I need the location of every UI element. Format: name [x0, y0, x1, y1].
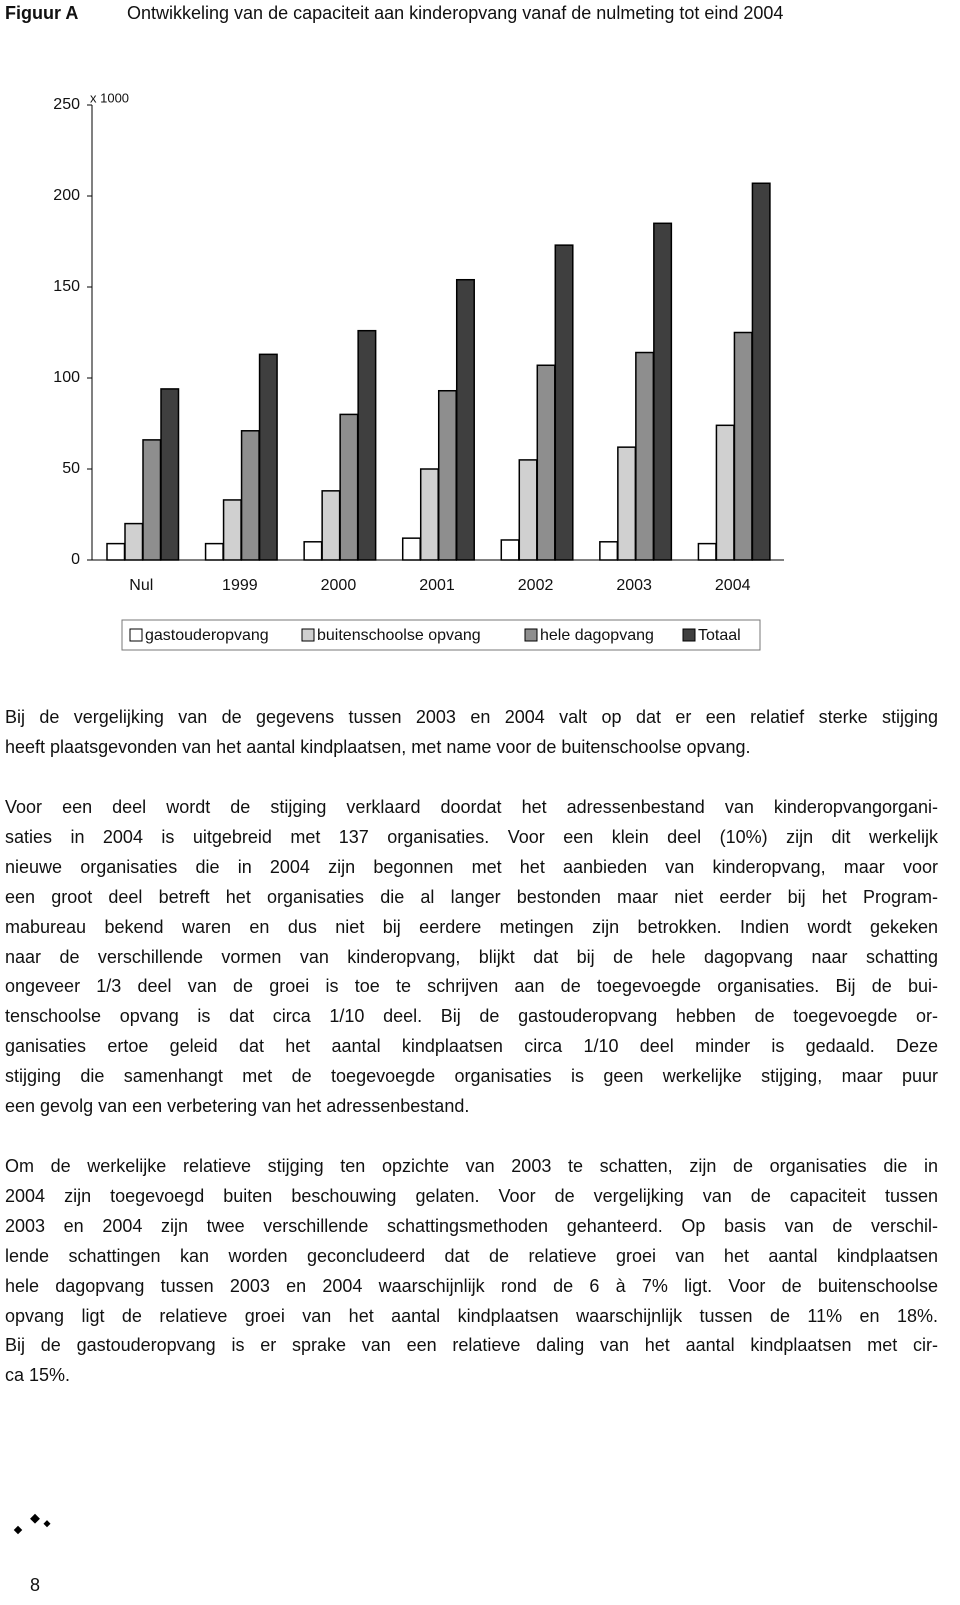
figure-label: Figuur A	[5, 3, 79, 23]
text-line: nieuwe organisaties die in 2004 zijn beg…	[5, 856, 938, 877]
y-tick-label: 200	[53, 187, 80, 204]
legend-label: hele dagopvang	[540, 627, 654, 644]
page-number: 8	[30, 1575, 41, 1595]
y-tick-label: 150	[53, 278, 80, 295]
text-line: ca 15%.	[5, 1365, 71, 1386]
text-line: Bij de gastouderopvang is er sprake van …	[5, 1335, 938, 1356]
legend-box	[121, 619, 761, 651]
legend-label: gastouderopvang	[145, 627, 269, 644]
text-line: ongeveer 1/3 deel van de groei is toe te…	[5, 976, 938, 997]
logo	[13, 1513, 51, 1535]
bar	[455, 278, 475, 561]
x-tick-label: 2003	[616, 577, 652, 594]
bar	[554, 244, 574, 561]
bar	[536, 364, 556, 561]
text-line: mabureau bekend waren en dus niet bij ee…	[5, 916, 938, 937]
bar	[715, 424, 735, 561]
bar	[653, 222, 673, 561]
bar	[401, 537, 421, 561]
text-line: tenschoolse opvang is dat circa 1/10 dee…	[5, 1006, 938, 1027]
x-tick-label: 2002	[518, 577, 554, 594]
text-line: Voor een deel wordt de stijging verklaar…	[5, 797, 938, 817]
bar	[419, 468, 439, 561]
legend-label: buitenschoolse opvang	[317, 627, 481, 644]
figure-title: Ontwikkeling van de capaciteit aan kinde…	[127, 3, 784, 23]
bar	[635, 351, 655, 561]
text-line: 2004 zijn toegevoegd buiten beschouwing …	[5, 1185, 938, 1206]
bar	[437, 389, 457, 561]
text-line: opvang ligt de relatieve groei van het a…	[5, 1305, 938, 1326]
text-line: een gevolg van een verbetering van het a…	[5, 1096, 470, 1116]
legend-swatch	[682, 628, 696, 642]
x-tick-label: 2000	[321, 577, 357, 594]
x-tick-label: 1999	[222, 577, 258, 594]
bar	[240, 430, 260, 561]
chart: x 1000 0 50 100 150 200 250 Nul 1999 2000 2001 200…	[53, 90, 784, 651]
legend-label: Totaal	[698, 627, 741, 644]
text-line: saties in 2004 is uitgebreid met 137 org…	[5, 826, 938, 847]
text-line: stijging die samenhangt met de toegevoeg…	[5, 1066, 938, 1087]
bar	[339, 413, 359, 561]
y-tick-label: 0	[71, 551, 80, 568]
x-tick-label: 2001	[419, 577, 455, 594]
legend-swatch	[129, 628, 143, 642]
bar	[751, 182, 771, 561]
bar	[321, 490, 341, 561]
bar	[106, 542, 126, 561]
y-tick-label: 50	[62, 460, 80, 477]
bar	[500, 539, 520, 561]
y-tick-label: 250	[53, 96, 80, 113]
text-line: hele dagopvang tussen 2003 en 2004 waars…	[5, 1275, 938, 1296]
x-tick-label: Nul	[129, 577, 153, 594]
bar	[599, 541, 619, 561]
bar	[518, 459, 538, 561]
bar	[357, 329, 377, 561]
bar	[124, 522, 144, 561]
bar	[204, 542, 224, 561]
text-line: Om de werkelijke relatieve stijging ten …	[5, 1156, 938, 1176]
text-line: Bij de vergelijking van de gegevens tuss…	[5, 707, 938, 727]
bar	[617, 446, 637, 561]
text-line: lende schattingen kan worden geconcludee…	[5, 1245, 938, 1266]
text-line: ganisaties ertoe geleid dat het aantal k…	[5, 1036, 938, 1057]
bar	[303, 541, 323, 561]
bar	[258, 353, 278, 561]
text-line: naar de verschillende vormen van kindero…	[5, 946, 938, 967]
y-tick-label: 100	[53, 369, 80, 386]
bar	[697, 542, 717, 561]
text-line: 2003 en 2004 zijn twee verschillende sch…	[5, 1215, 938, 1236]
bar	[733, 331, 753, 561]
bar	[142, 439, 162, 561]
text-line: heeft plaatsgevonden van het aantal kind…	[5, 736, 751, 757]
unit-label: x 1000	[90, 90, 129, 105]
legend-swatch	[524, 628, 538, 642]
bar	[222, 499, 242, 561]
x-tick-label: 2004	[715, 577, 751, 594]
legend-swatch	[301, 628, 315, 642]
text-line: een groot deel betreft het organisaties …	[5, 886, 938, 907]
bar	[160, 388, 180, 561]
